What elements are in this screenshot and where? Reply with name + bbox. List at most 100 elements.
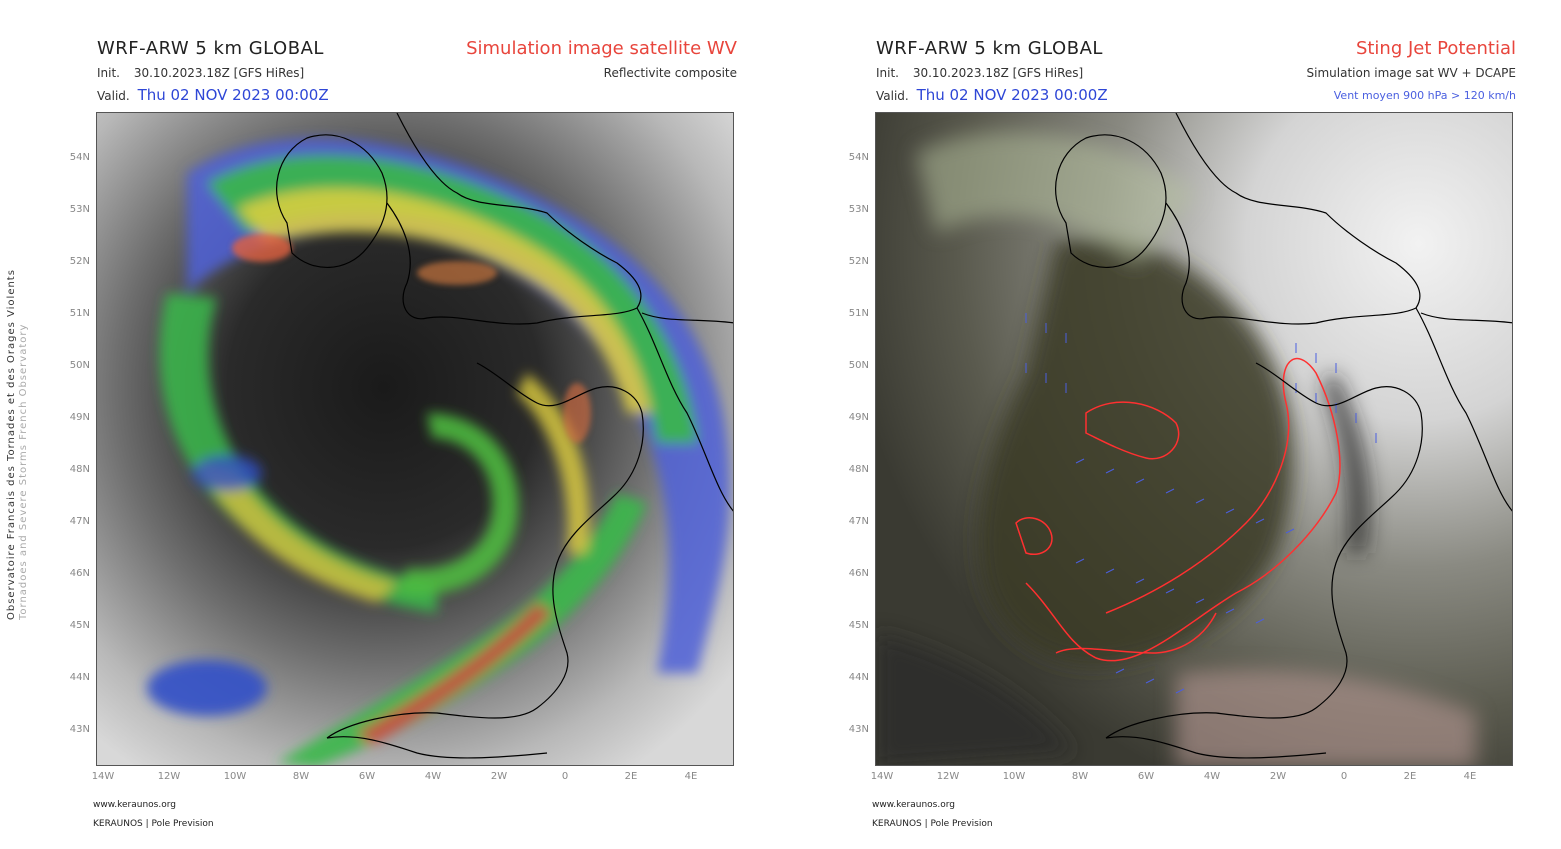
coastlines [1055, 113, 1512, 759]
lat-label: 52N [69, 256, 90, 267]
lat-label: 50N [848, 360, 869, 371]
lat-label: 44N [848, 672, 869, 683]
lat-label: 49N [69, 412, 90, 423]
wind-barb-cluster-south [1075, 558, 1265, 694]
dry-slot [978, 237, 1294, 665]
lon-label: 4E [1463, 771, 1477, 782]
border-france-east [1415, 307, 1512, 512]
lon-label: 6W [358, 771, 376, 782]
coast-great-britain [386, 113, 642, 325]
product-title: Sting Jet Potential [1355, 38, 1516, 59]
panel-reflectivity: WRF-ARW 5 km GLOBAL Init. 30.10.2023.18Z… [0, 0, 737, 849]
lat-label: 52N [848, 256, 869, 267]
reflectivity-cores [232, 234, 591, 443]
map-sting-jet [875, 112, 1513, 766]
lat-label: 48N [848, 464, 869, 475]
core-northwest [232, 234, 292, 262]
band-southwest [197, 463, 397, 603]
border-france-east [636, 307, 733, 512]
lon-label: 4E [684, 771, 698, 782]
wind-barb-cluster-east [1295, 343, 1377, 443]
lon-label: 4W [1203, 771, 1221, 782]
lat-label: 47N [69, 516, 90, 527]
lat-label: 51N [69, 308, 90, 319]
lon-label: 8W [1071, 771, 1089, 782]
contour-west [1015, 517, 1053, 555]
coast-france [1105, 362, 1423, 739]
core-east [563, 383, 591, 443]
valid-date: Thu 02 NOV 2023 00:00Z [137, 86, 329, 104]
coast-iberia [1105, 736, 1327, 759]
band-east [517, 373, 590, 553]
init-value: 30.10.2023.18Z [GFS HiRes] [912, 66, 1084, 80]
product-subtitle: Simulation image sat WV + DCAPE [1306, 66, 1516, 80]
panel-sting-jet: WRF-ARW 5 km GLOBAL Init. 30.10.2023.18Z… [778, 0, 1516, 849]
contour-north [1085, 401, 1180, 460]
coast-continent [641, 312, 733, 324]
lat-label: 54N [69, 152, 90, 163]
lat-label: 53N [69, 204, 90, 215]
valid-date: Thu 02 NOV 2023 00:00Z [916, 86, 1108, 104]
valid-line: Valid. Thu 02 NOV 2023 00:00Z [97, 86, 329, 104]
valid-line: Valid. Thu 02 NOV 2023 00:00Z [876, 86, 1108, 104]
lat-label: 46N [69, 568, 90, 579]
footer-url: www.keraunos.org [872, 800, 955, 810]
lon-label: 0 [1340, 771, 1348, 782]
init-line: Init. 30.10.2023.18Z [GFS HiRes] [97, 66, 304, 80]
lat-label: 43N [848, 724, 869, 735]
reflectivity-bands [147, 138, 730, 765]
model-title: WRF-ARW 5 km GLOBAL [876, 38, 1103, 59]
lon-label: 10W [1002, 771, 1026, 782]
coastlines [276, 113, 733, 759]
footer-org: KERAUNOS | Pole Prevision [93, 819, 214, 829]
coast-ireland [1055, 134, 1167, 268]
coast-ireland [276, 134, 388, 268]
lon-label: 2W [1269, 771, 1287, 782]
lat-label: 54N [848, 152, 869, 163]
coast-iberia [326, 736, 548, 759]
band-south-red [357, 603, 552, 745]
lon-label: 14W [91, 771, 115, 782]
band-w-blue-blob [192, 455, 262, 491]
product-subtitle: Reflectivite composite [603, 66, 737, 80]
lat-label: 48N [69, 464, 90, 475]
band-south-cold-front [277, 493, 647, 765]
coast-continent [1420, 312, 1512, 324]
valid-label: Valid. [97, 89, 130, 103]
dcape-contours [1015, 357, 1341, 662]
band-yellow-north [237, 188, 652, 413]
wind-barb-cluster-central [1075, 458, 1295, 534]
wind-barbs [1025, 313, 1377, 694]
lon-label: 2E [624, 771, 638, 782]
lon-label: 12W [936, 771, 960, 782]
lat-label: 50N [69, 360, 90, 371]
lat-label: 51N [848, 308, 869, 319]
lon-label: 12W [157, 771, 181, 782]
lon-label: 2E [1403, 771, 1417, 782]
wind-barb-cluster-north [1025, 313, 1067, 393]
band-sw-blue-blob [147, 660, 267, 716]
map-canvas-reflectivity [97, 113, 733, 765]
contour-south [1055, 612, 1217, 654]
lon-label: 0 [561, 771, 569, 782]
init-label: Init. [97, 66, 120, 80]
coast-great-britain [1165, 113, 1421, 325]
coast-france [326, 362, 644, 739]
band-center-spiral [397, 413, 519, 595]
map-canvas-sting-jet [876, 113, 1512, 765]
lat-label: 45N [69, 620, 90, 631]
init-value: 30.10.2023.18Z [GFS HiRes] [133, 66, 305, 80]
product-title: Simulation image satellite WV [466, 38, 737, 59]
lon-label: 6W [1137, 771, 1155, 782]
lat-label: 53N [848, 204, 869, 215]
lon-label: 2W [490, 771, 508, 782]
lat-label: 43N [69, 724, 90, 735]
pink-south [1176, 669, 1476, 765]
lat-label: 45N [848, 620, 869, 631]
core-north [417, 261, 497, 285]
lon-label: 8W [292, 771, 310, 782]
map-reflectivity [96, 112, 734, 766]
lon-label: 10W [223, 771, 247, 782]
lat-label: 49N [848, 412, 869, 423]
footer-org: KERAUNOS | Pole Prevision [872, 819, 993, 829]
